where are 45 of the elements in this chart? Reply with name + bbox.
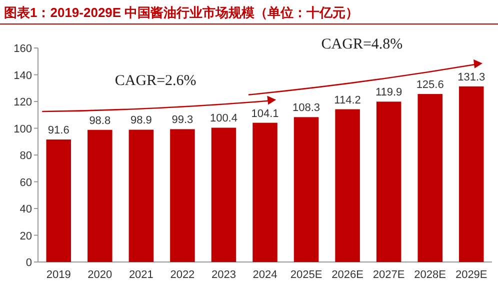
y-tick-label: 80 [20, 150, 32, 162]
data-label: 114.2 [334, 94, 361, 106]
data-label: 131.3 [458, 71, 486, 84]
data-label: 119.9 [375, 86, 402, 99]
x-tick-label: 2025E [290, 269, 322, 281]
annotation: CAGR=2.6% [114, 72, 196, 89]
bar [335, 109, 360, 262]
data-label: 104.1 [251, 108, 279, 120]
data-label: 108.3 [292, 102, 320, 114]
x-tick-label: 2027E [372, 269, 405, 281]
y-tick-label: 160 [14, 43, 32, 55]
data-label: 100.4 [210, 112, 238, 125]
y-tick-label: 60 [20, 176, 32, 189]
x-tick-label: 2028E [414, 269, 446, 281]
data-label: 98.9 [130, 114, 152, 127]
annotation: CAGR=4.8% [321, 36, 403, 52]
y-tick-label: 20 [20, 230, 32, 242]
data-label: 125.6 [416, 79, 444, 92]
x-tick-label: 2024 [252, 269, 278, 281]
bar [458, 86, 484, 262]
x-tick-label: 2023 [211, 269, 236, 281]
bar [294, 117, 319, 262]
y-tick-label: 140 [14, 70, 32, 82]
bar [170, 129, 195, 262]
y-tick-label: 120 [14, 96, 32, 108]
bar [88, 130, 112, 262]
bar [418, 94, 442, 262]
chart-title: 图表1：2019-2029E 中国酱油行业市场规模（单位：十亿元） [4, 5, 359, 20]
x-tick-label: 2022 [170, 269, 195, 281]
data-label: 91.6 [48, 124, 70, 136]
x-tick-label: 2026E [332, 269, 364, 281]
bar [252, 122, 278, 262]
data-label: 98.8 [89, 114, 111, 127]
y-tick-label: 0 [26, 257, 32, 269]
x-tick-label: 2019 [46, 269, 71, 281]
bar [376, 102, 402, 262]
bar [46, 139, 72, 262]
x-tick-label: 2021 [128, 269, 154, 281]
y-tick-label: 40 [20, 204, 32, 216]
data-label: 99.3 [172, 114, 194, 126]
x-tick-label: 2029E [455, 269, 488, 281]
y-tick-label: 100 [14, 123, 32, 136]
x-tick-label: 2020 [88, 269, 112, 281]
bar [211, 128, 236, 262]
bar [128, 130, 154, 262]
